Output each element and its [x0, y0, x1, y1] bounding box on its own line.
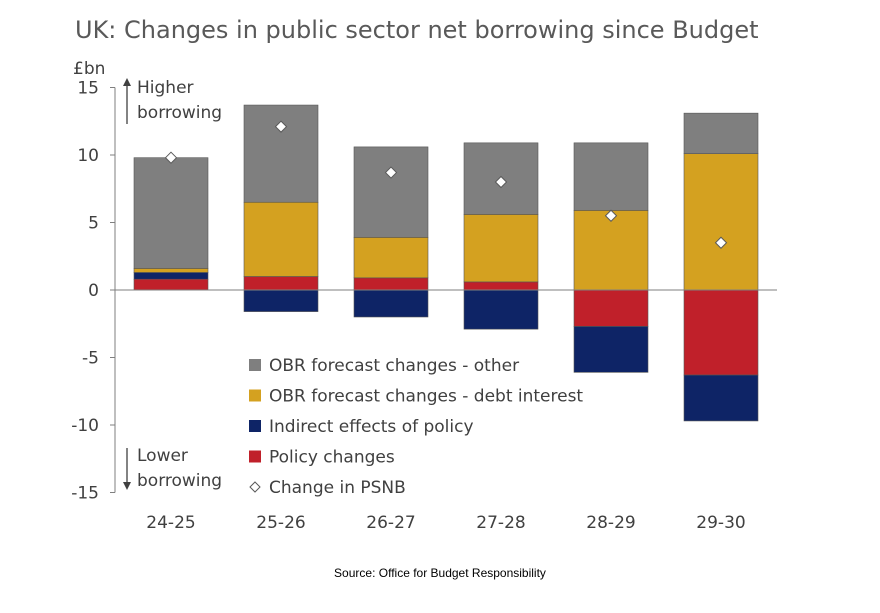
- higher-borrowing-label: Higher: [137, 78, 194, 98]
- bar-segment: [683, 112, 759, 154]
- psnb-marker: [384, 166, 398, 179]
- y-tick-label: 15: [77, 79, 99, 99]
- psnb-marker: [164, 151, 178, 164]
- legend-label: Policy changes: [269, 448, 395, 468]
- legend-diamond-icon: [249, 481, 261, 493]
- legend-label: OBR forecast changes - debt interest: [269, 387, 583, 407]
- psnb-marker: [604, 209, 618, 222]
- bar-segment: [573, 289, 649, 327]
- bar-segment: [353, 289, 429, 318]
- chart: 15 10 5 0 -5 -10 -15 £bn 24-25 25-26 26-27 27-28 28-…: [71, 59, 777, 533]
- x-tick-label: 29-30: [696, 513, 745, 533]
- bar-segment: [133, 272, 209, 280]
- bar-segment: [683, 374, 759, 422]
- bar-segment: [243, 289, 319, 312]
- bar-segment: [463, 214, 539, 283]
- legend-swatch: [249, 420, 261, 432]
- psnb-marker: [494, 175, 508, 189]
- y-unit-label: £bn: [73, 59, 105, 79]
- psnb-marker: [714, 236, 728, 249]
- chart-title: UK: Changes in public sector net borrowi…: [75, 16, 759, 44]
- bar-segment: [683, 289, 759, 376]
- bar-segment: [353, 277, 429, 291]
- x-tick-label: 28-29: [586, 513, 635, 533]
- lower-borrowing-label: borrowing: [137, 471, 222, 491]
- bar-segment: [133, 157, 209, 269]
- bar-segment: [573, 326, 649, 373]
- arrow-up-icon: [123, 78, 131, 86]
- higher-borrowing-label: borrowing: [137, 103, 222, 123]
- x-tick-label: 26-27: [366, 513, 415, 533]
- bar-segment: [353, 237, 429, 279]
- source-note: Source: Office for Budget Responsibility: [334, 566, 546, 580]
- bar-segment: [683, 153, 759, 291]
- y-tick-label: 10: [77, 146, 99, 166]
- bar-segment: [353, 146, 429, 238]
- legend-swatch: [249, 359, 261, 371]
- lower-borrowing-label: Lower: [137, 446, 188, 466]
- bar-segment: [463, 281, 539, 291]
- y-tick-label: -5: [82, 349, 99, 369]
- arrow-down-icon: [123, 482, 131, 490]
- bar-segment: [463, 289, 539, 330]
- bar-segment: [133, 278, 209, 291]
- x-tick-label: 25-26: [256, 513, 305, 533]
- y-tick-label: -10: [71, 416, 99, 436]
- psnb-marker: [274, 120, 288, 133]
- x-tick-label: 27-28: [476, 513, 525, 533]
- bar-segment: [573, 142, 649, 211]
- bar-segment: [243, 104, 319, 203]
- bar-segment: [133, 268, 209, 273]
- bar-segment: [243, 276, 319, 291]
- y-tick-label: 0: [88, 281, 99, 301]
- x-tick-label: 24-25: [146, 513, 195, 533]
- y-tick-label: 5: [88, 214, 99, 234]
- y-tick-label: -15: [71, 484, 99, 504]
- legend-label: Change in PSNB: [269, 478, 406, 498]
- bar-segment: [573, 210, 649, 291]
- bar-segment: [243, 201, 319, 277]
- legend-swatch: [249, 389, 261, 402]
- legend-swatch: [249, 450, 261, 463]
- legend-label: Indirect effects of policy: [269, 417, 474, 437]
- legend-label: OBR forecast changes - other: [269, 356, 519, 376]
